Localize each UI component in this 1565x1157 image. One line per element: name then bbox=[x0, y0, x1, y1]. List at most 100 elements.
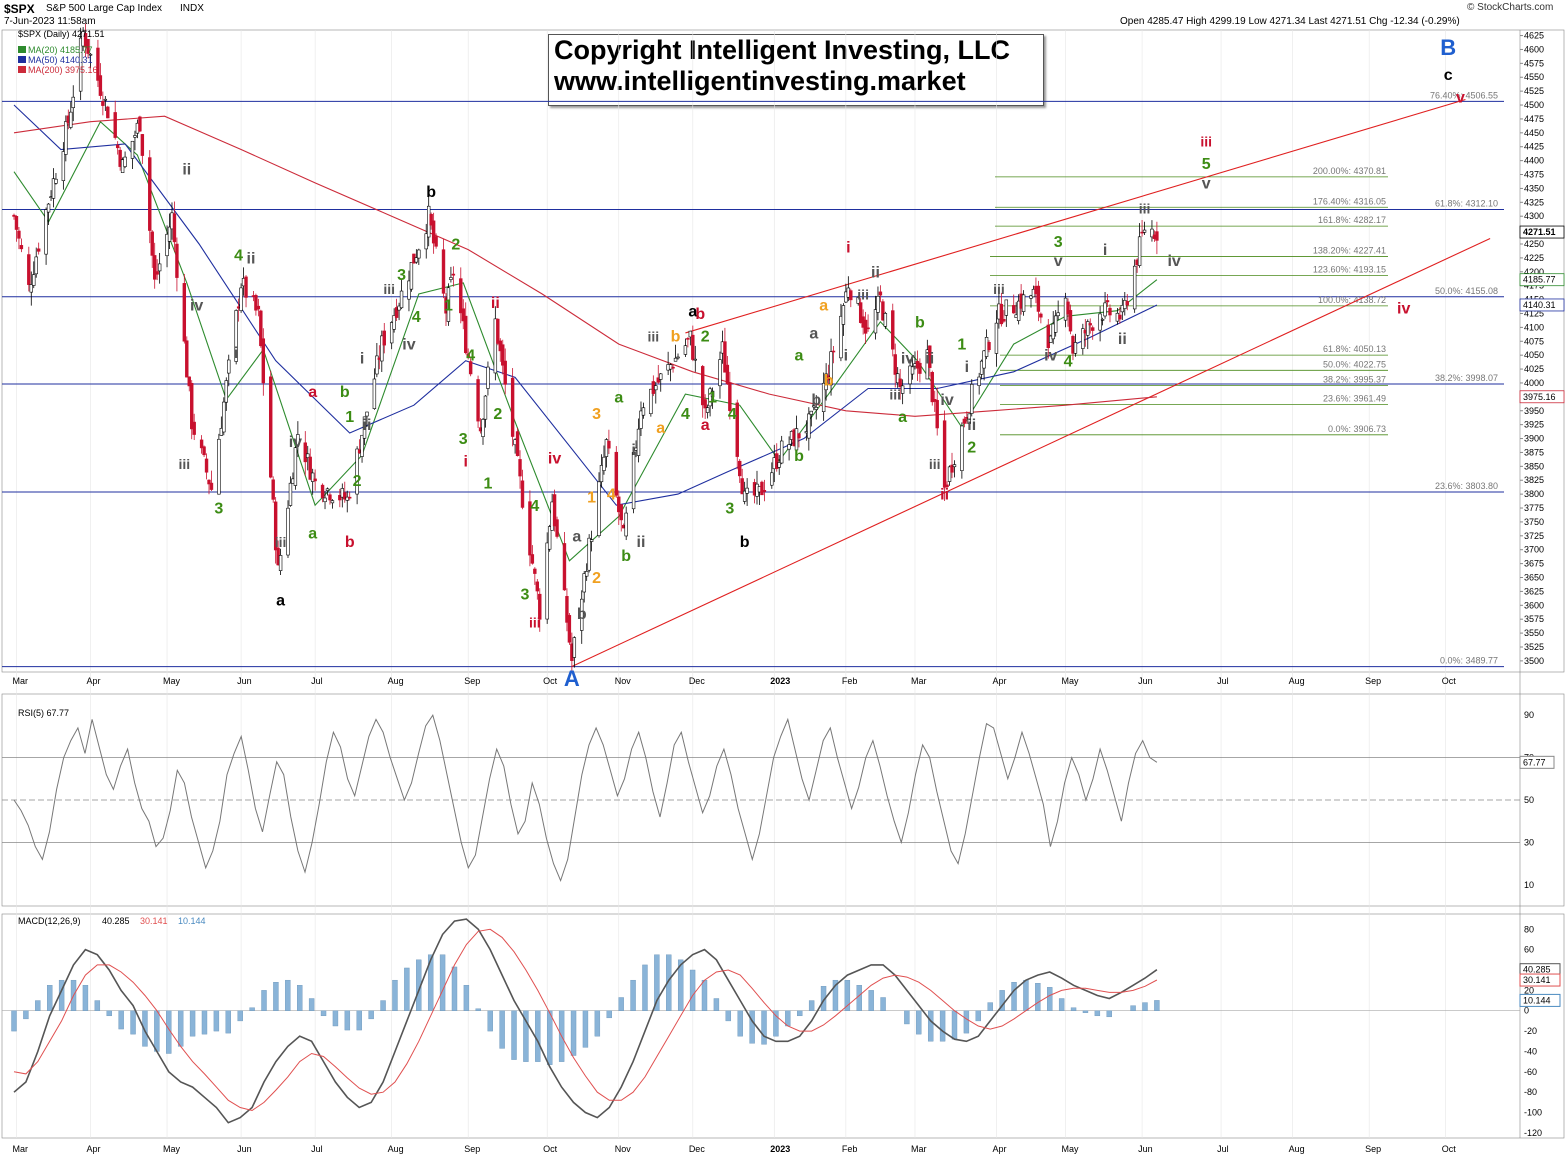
y-tick-label: 4050 bbox=[1524, 350, 1544, 360]
candle-body bbox=[115, 144, 120, 149]
y-tick-label: 4200 bbox=[1524, 267, 1544, 277]
fib-extension-label: 50.0%: 4022.75 bbox=[1323, 359, 1386, 369]
candle-body bbox=[239, 287, 243, 311]
candle-body bbox=[190, 383, 194, 430]
candle-body bbox=[947, 466, 952, 482]
macd-tick-label: -60 bbox=[1524, 1067, 1537, 1077]
candle-body bbox=[44, 209, 48, 255]
candle-body bbox=[360, 434, 364, 457]
macd-histogram-bar bbox=[737, 1010, 743, 1037]
candle-body bbox=[839, 315, 843, 359]
y-tick-label: 4100 bbox=[1524, 322, 1544, 332]
candle-body bbox=[881, 301, 885, 321]
candle-body bbox=[866, 327, 870, 330]
macd-histogram-bar bbox=[677, 959, 684, 1011]
candle-body bbox=[602, 456, 606, 471]
macd-histogram-bar bbox=[94, 1000, 101, 1011]
candle-body bbox=[659, 373, 663, 380]
candle-body bbox=[313, 478, 317, 482]
candle-body bbox=[409, 261, 414, 290]
y-tick-label: 3850 bbox=[1524, 461, 1544, 471]
y-tick-label: 3925 bbox=[1524, 420, 1544, 430]
candle-body bbox=[380, 335, 384, 362]
wave-label: b bbox=[426, 184, 436, 201]
candle-body bbox=[538, 593, 542, 620]
candle-body bbox=[1098, 313, 1102, 331]
y-tick-label: 3550 bbox=[1524, 628, 1544, 638]
candle-body bbox=[261, 338, 266, 384]
candle-body bbox=[204, 458, 209, 473]
macd-histogram-bar bbox=[368, 1010, 374, 1020]
candle-body bbox=[779, 440, 784, 464]
candle-body bbox=[718, 359, 722, 387]
candle-body bbox=[1105, 300, 1110, 303]
candle-body bbox=[945, 484, 949, 488]
candle-body bbox=[1150, 228, 1154, 238]
macd-histogram-bar bbox=[475, 1008, 481, 1011]
candle-body bbox=[441, 249, 446, 294]
wave-label: b bbox=[340, 384, 350, 401]
macd-histogram-bar bbox=[856, 985, 862, 1011]
x-tick-label-bottom: Apr bbox=[992, 1144, 1006, 1154]
y-tick-label: 3650 bbox=[1524, 573, 1544, 583]
wave-label: i bbox=[463, 453, 467, 470]
macd-histogram-bar bbox=[963, 1010, 970, 1034]
macd-tick-label: 80 bbox=[1524, 924, 1534, 934]
retracement-level-label: 61.8%: 4312.10 bbox=[1435, 198, 1498, 208]
x-tick-label: 2023 bbox=[770, 676, 790, 686]
candle-body bbox=[148, 157, 152, 231]
rsi-tick-label: 90 bbox=[1524, 710, 1534, 720]
candle-body bbox=[399, 290, 404, 309]
candle-body bbox=[728, 382, 732, 411]
retracement-level-label: 23.6%: 3803.80 bbox=[1435, 481, 1498, 491]
candle-body bbox=[459, 278, 463, 314]
candle-body bbox=[572, 637, 577, 658]
macd-histogram-bar bbox=[523, 1010, 529, 1062]
candle-body bbox=[256, 305, 261, 310]
x-tick-label: Apr bbox=[992, 676, 1006, 686]
chart-date-time: 7-Jun-2023 11:58am bbox=[4, 16, 96, 27]
candle-body bbox=[1056, 312, 1060, 317]
wave-label: ii bbox=[871, 264, 880, 281]
wave-label: 5 bbox=[1202, 156, 1211, 173]
candle-body bbox=[584, 571, 589, 577]
candle-body bbox=[856, 297, 860, 304]
candle-body bbox=[565, 596, 569, 623]
candle-body bbox=[86, 38, 90, 54]
macd-value: 40.285 bbox=[102, 916, 130, 926]
candle-body bbox=[1039, 313, 1043, 318]
candle-body bbox=[930, 372, 934, 403]
candle-body bbox=[503, 360, 507, 385]
wave-label: iii bbox=[1139, 200, 1151, 216]
x-tick-label: Jul bbox=[311, 676, 323, 686]
wave-label: 3 bbox=[1054, 234, 1063, 251]
candle-body bbox=[167, 226, 172, 242]
y-tick-label: 3750 bbox=[1524, 517, 1544, 527]
macd-tick-label: -80 bbox=[1524, 1087, 1537, 1097]
y-tick-label: 3875 bbox=[1524, 447, 1544, 457]
wave-label: v bbox=[1202, 175, 1211, 192]
y-tick-label: 4450 bbox=[1524, 128, 1544, 138]
x-tick-label: Feb bbox=[842, 676, 858, 686]
candle-body bbox=[942, 420, 947, 488]
candle-body bbox=[496, 318, 500, 344]
price-axis-tag-label: 4140.31 bbox=[1523, 300, 1556, 310]
macd-histogram-bar bbox=[380, 1000, 386, 1011]
candle-body bbox=[1108, 307, 1112, 316]
candle-body bbox=[296, 434, 300, 446]
candle-body bbox=[705, 407, 710, 413]
macd-tick-label: -40 bbox=[1524, 1046, 1537, 1056]
macd-histogram-bar bbox=[142, 1010, 148, 1047]
candle-body bbox=[113, 112, 117, 138]
wave-label: b bbox=[671, 328, 681, 345]
candle-body bbox=[567, 615, 572, 643]
fib-extension-label: 176.40%: 4316.05 bbox=[1313, 196, 1386, 206]
x-tick-label-bottom: Nov bbox=[615, 1144, 632, 1154]
fib-extension-label: 138.20%: 4227.41 bbox=[1313, 246, 1386, 256]
macd-last-label: 10.144 bbox=[1523, 995, 1551, 1005]
macd-histogram-bar bbox=[642, 964, 648, 1011]
candle-body bbox=[234, 310, 238, 362]
candle-body bbox=[328, 494, 332, 501]
wave-label: ii bbox=[637, 534, 646, 551]
macd-histogram-bar bbox=[344, 1010, 351, 1031]
